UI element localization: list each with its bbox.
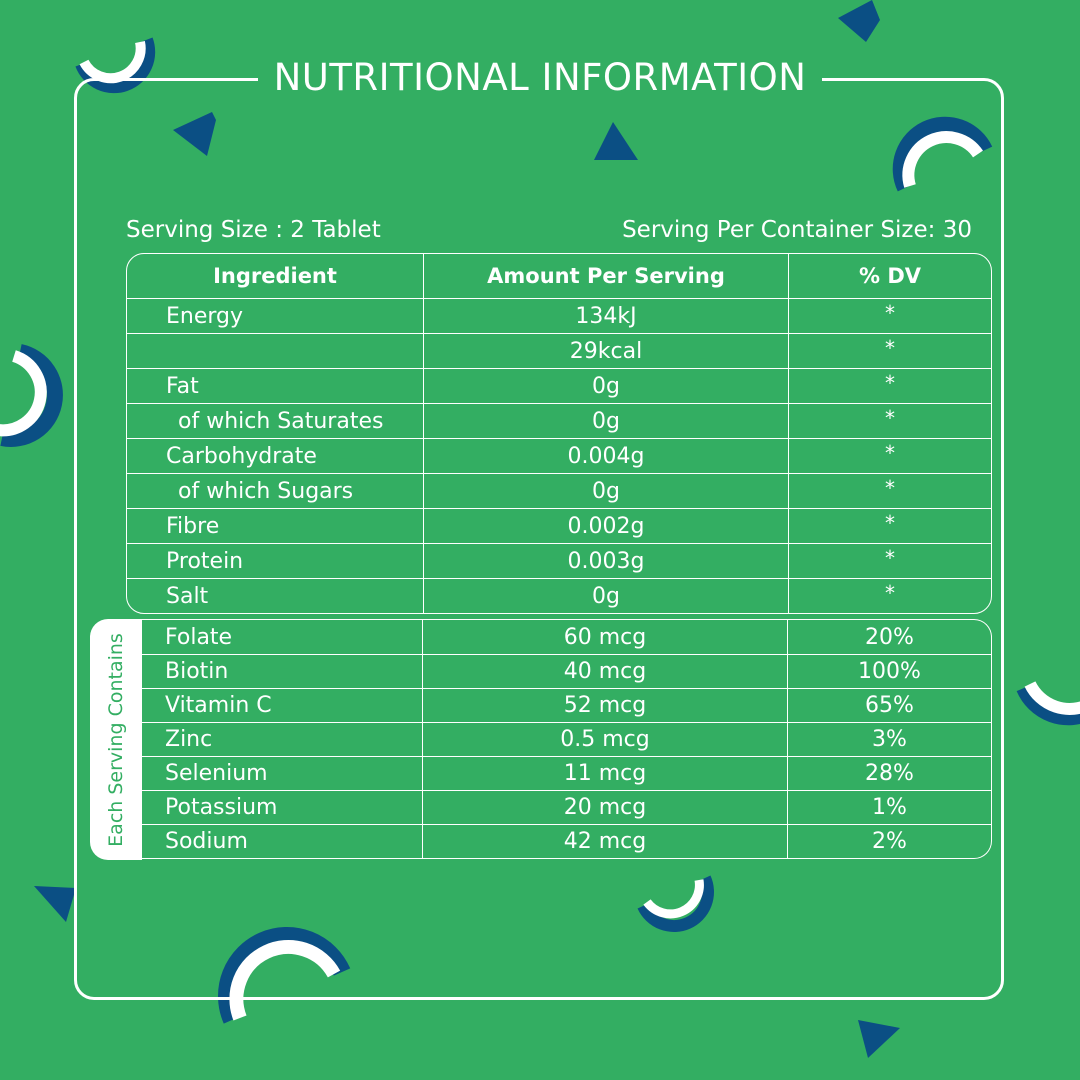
amount-cell: 134kJ xyxy=(424,299,789,333)
arc-decoration-top-left xyxy=(75,37,156,94)
dv-cell: 28% xyxy=(865,761,914,786)
ingredient-cell: Biotin xyxy=(142,655,423,688)
table-row: Biotin 40 mcg 100% xyxy=(142,654,991,688)
dv-cell: 65% xyxy=(865,693,914,718)
arc-decoration-bottom-left xyxy=(218,927,351,1024)
serving-per-container: Serving Per Container Size: 30 xyxy=(622,217,972,243)
arc-decoration-bottom-middle xyxy=(637,875,715,933)
dv-cell: 3% xyxy=(872,727,907,752)
ingredient-cell: Vitamin C xyxy=(142,689,423,722)
dv-cell: * xyxy=(885,301,895,325)
table-row: of which Saturates 0g * xyxy=(127,403,991,438)
table-row: Sodium 42 mcg 2% xyxy=(142,824,991,858)
table-row: of which Sugars 0g * xyxy=(127,473,991,508)
amount-cell: 0g xyxy=(424,579,789,613)
ingredient-cell: Folate xyxy=(142,620,423,654)
ingredient-cell: of which Saturates xyxy=(127,404,424,438)
nutrition-table: Ingredient Amount Per Serving % DV Energ… xyxy=(126,253,992,614)
amount-cell: 20 mcg xyxy=(423,791,788,824)
header-ingredient: Ingredient xyxy=(127,254,424,298)
vitamins-table: Folate 60 mcg 20% Biotin 40 mcg 100% Vit… xyxy=(142,619,992,859)
amount-cell: 0.004g xyxy=(424,439,789,473)
amount-cell: 11 mcg xyxy=(423,757,788,790)
table-row: Carbohydrate 0.004g * xyxy=(127,438,991,473)
table-row: Selenium 11 mcg 28% xyxy=(142,756,991,790)
table-header-row: Ingredient Amount Per Serving % DV xyxy=(127,254,991,298)
ingredient-cell xyxy=(127,334,424,368)
table-row: 29kcal * xyxy=(127,333,991,368)
ingredient-cell: Salt xyxy=(127,579,424,613)
ingredient-cell: Protein xyxy=(127,544,424,578)
dv-cell: * xyxy=(885,476,895,500)
dv-cell: * xyxy=(885,336,895,360)
table-row: Fat 0g * xyxy=(127,368,991,403)
triangle-decoration-1 xyxy=(838,0,880,42)
ingredient-cell: Potassium xyxy=(142,791,423,824)
dv-cell: * xyxy=(885,511,895,535)
arc-decoration-top-right xyxy=(892,116,993,192)
triangle-decoration-2 xyxy=(173,112,216,156)
table-row: Salt 0g * xyxy=(127,578,991,613)
serving-size: Serving Size : 2 Tablet xyxy=(126,217,381,243)
each-serving-tab xyxy=(90,619,142,860)
amount-cell: 40 mcg xyxy=(423,655,788,688)
dv-cell: 20% xyxy=(865,624,914,650)
amount-cell: 0.5 mcg xyxy=(423,723,788,756)
dv-cell: * xyxy=(885,441,895,465)
amount-cell: 0g xyxy=(424,369,789,403)
each-serving-label: Each Serving Contains xyxy=(105,632,127,847)
ingredient-cell: Energy xyxy=(127,299,424,333)
table-row: Folate 60 mcg 20% xyxy=(142,620,991,654)
header-dv: % DV xyxy=(858,264,922,288)
table-row: Vitamin C 52 mcg 65% xyxy=(142,688,991,722)
table-row: Protein 0.003g * xyxy=(127,543,991,578)
arc-decoration-left xyxy=(0,344,63,447)
dv-cell: 2% xyxy=(872,829,907,854)
table-row: Potassium 20 mcg 1% xyxy=(142,790,991,824)
triangle-decoration-4 xyxy=(34,886,76,922)
amount-cell: 0g xyxy=(424,404,789,438)
table-row: Fibre 0.002g * xyxy=(127,508,991,543)
ingredient-cell: Carbohydrate xyxy=(127,439,424,473)
arc-decoration-right xyxy=(1016,681,1080,726)
each-serving-label-wrap: Each Serving Contains xyxy=(90,619,142,860)
triangle-decoration-5 xyxy=(858,1020,900,1058)
table-row: Zinc 0.5 mcg 3% xyxy=(142,722,991,756)
ingredient-cell: Selenium xyxy=(142,757,423,790)
ingredient-cell: Fibre xyxy=(127,509,424,543)
ingredient-cell: Zinc xyxy=(142,723,423,756)
dv-cell: * xyxy=(885,406,895,430)
amount-cell: 29kcal xyxy=(424,334,789,368)
ingredient-cell: of which Sugars xyxy=(127,474,424,508)
page-title: NUTRITIONAL INFORMATION xyxy=(273,56,807,99)
ingredient-cell: Fat xyxy=(127,369,424,403)
dv-cell: * xyxy=(885,371,895,395)
triangle-decoration-3 xyxy=(594,122,638,160)
dv-cell: 1% xyxy=(872,795,907,820)
dv-cell: * xyxy=(885,581,895,605)
header-amount: Amount Per Serving xyxy=(424,254,789,298)
amount-cell: 0.002g xyxy=(424,509,789,543)
amount-cell: 52 mcg xyxy=(423,689,788,722)
dv-cell: 100% xyxy=(858,659,921,684)
dv-cell: * xyxy=(885,546,895,570)
table-row: Energy 134kJ * xyxy=(127,298,991,333)
title-container: NUTRITIONAL INFORMATION xyxy=(258,52,822,104)
amount-cell: 0g xyxy=(424,474,789,508)
amount-cell: 42 mcg xyxy=(423,825,788,858)
amount-cell: 0.003g xyxy=(424,544,789,578)
amount-cell: 60 mcg xyxy=(423,620,788,654)
ingredient-cell: Sodium xyxy=(142,825,423,858)
